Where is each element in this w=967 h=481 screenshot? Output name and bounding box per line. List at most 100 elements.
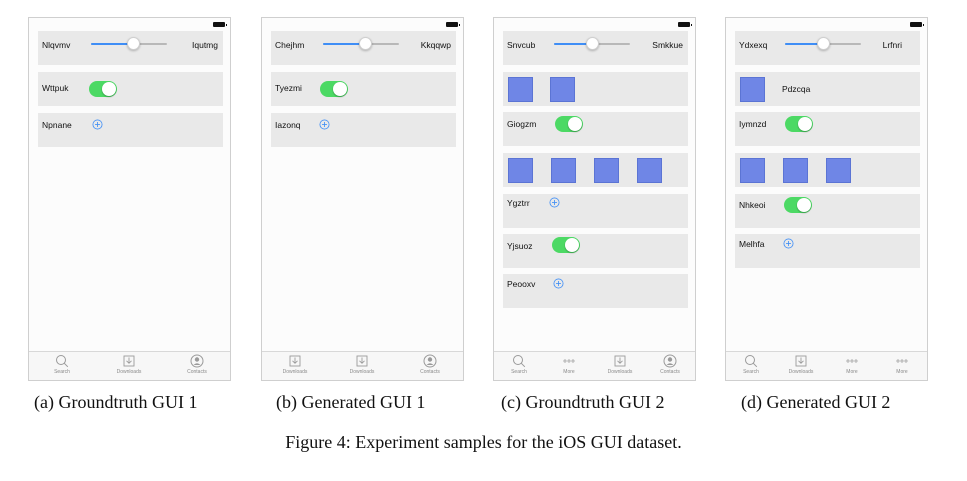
tab-more[interactable]: More [832,354,872,375]
image-placeholder[interactable] [783,158,808,183]
search-icon [56,355,69,368]
tab-label: Downloads [349,369,375,375]
tab-more[interactable]: More [549,354,589,375]
slider-knob[interactable] [586,37,599,50]
tab-contacts[interactable]: Contacts [410,354,450,375]
image-row [503,72,688,106]
tab-search[interactable]: Search [42,354,82,375]
battery-icon [213,22,227,27]
image-placeholder[interactable] [594,158,619,183]
toggle-row: Yjsuoz [503,234,688,268]
toggle-label: Giogzm [507,119,537,129]
plus-row-label: Peooxv [507,279,536,289]
plus-row: Melhfa [735,234,920,268]
add-icon[interactable] [549,197,560,208]
toggle-row: Giogzm [503,112,688,146]
slider-knob[interactable] [126,37,140,50]
image-placeholder[interactable] [740,77,765,102]
image-placeholder[interactable] [826,158,851,183]
slider[interactable] [91,37,167,50]
toggle-switch[interactable] [784,197,812,213]
add-icon[interactable] [319,119,330,130]
slider-row: Chejhm Kkqqwp [271,31,456,65]
slider-fill [91,43,133,45]
downloads-icon [614,355,626,367]
slider-fill [554,43,592,45]
image-row-label: Pdzcqa [782,84,811,94]
slider-knob[interactable] [358,37,372,50]
plus-row: Ygztrr [503,194,688,228]
more-icon [846,359,858,363]
slider[interactable] [554,37,630,50]
toggle-label: Nhkeoi [739,200,766,210]
tab-bar: Search More Downloads Contacts [494,351,695,380]
tab-label: Search [54,369,70,375]
contacts-icon [663,354,677,368]
toggle-knob [797,198,811,212]
image-placeholder[interactable] [508,77,533,102]
add-icon[interactable] [783,238,794,249]
slider-right-label: Kkqqwp [420,40,451,50]
plus-row: Npnane [38,113,223,147]
toggle-switch[interactable] [555,116,583,132]
plus-row: Peooxv [503,274,688,308]
image-placeholder[interactable] [551,158,576,183]
slider-left-label: Snvcub [507,40,536,50]
slider-row: Nlqvmv Iqutmg [38,31,223,65]
toggle-row: Iymnzd [735,112,920,146]
tab-label: Contacts [420,369,440,375]
tab-downloads[interactable]: Downloads [781,354,821,375]
image-placeholder[interactable] [637,158,662,183]
image-placeholder[interactable] [508,158,533,183]
tab-search[interactable]: Search [731,354,771,375]
plus-row-label: Melhfa [739,239,765,249]
tab-label: Contacts [660,369,680,375]
plus-row-label: Ygztrr [507,198,530,208]
tab-label: Search [511,369,527,375]
toggle-knob [102,82,116,96]
toggle-switch[interactable] [89,81,117,97]
more-icon [896,359,908,363]
slider-left-label: Nlqvmv [42,40,71,50]
phone-screenshot-a: Nlqvmv Iqutmg Wttpuk Npnane Search Downl… [28,17,231,381]
tab-label: Contacts [187,369,207,375]
tab-downloads[interactable]: Downloads [342,354,382,375]
tab-label: More [896,369,908,375]
toggle-label: Tyezmi [275,83,302,93]
search-icon [513,355,526,368]
toggle-knob [565,238,579,252]
tab-contacts[interactable]: Contacts [650,354,690,375]
add-icon[interactable] [553,278,564,289]
image-row [735,153,920,187]
battery-icon [446,22,460,27]
toggle-row: Nhkeoi [735,194,920,228]
toggle-switch[interactable] [320,81,348,97]
image-placeholder[interactable] [550,77,575,102]
slider-right-label: Smkkue [652,40,683,50]
downloads-icon [795,355,807,367]
figure-caption: Figure 4: Experiment samples for the iOS… [285,432,682,452]
toggle-switch[interactable] [552,237,580,253]
tab-search[interactable]: Search [499,354,539,375]
tab-label: Downloads [282,369,308,375]
toggle-knob [568,117,582,131]
tab-downloads[interactable]: Downloads [275,354,315,375]
slider-right-label: Iqutmg [192,40,218,50]
more-icon [563,359,575,363]
image-placeholder[interactable] [740,158,765,183]
toggle-switch[interactable] [785,116,813,132]
tab-more[interactable]: More [882,354,922,375]
add-icon[interactable] [92,119,103,130]
slider[interactable] [785,37,861,50]
subfigure-caption-b: (b) Generated GUI 1 [276,392,426,412]
slider-knob[interactable] [817,37,830,50]
slider[interactable] [323,37,399,50]
toggle-label: Iymnzd [739,119,767,129]
toggle-row: Wttpuk [38,72,223,106]
tab-label: Downloads [116,369,142,375]
slider-left-label: Chejhm [275,40,305,50]
tab-downloads[interactable]: Downloads [600,354,640,375]
contacts-icon [423,354,437,368]
tab-downloads[interactable]: Downloads [109,354,149,375]
tab-contacts[interactable]: Contacts [177,354,217,375]
